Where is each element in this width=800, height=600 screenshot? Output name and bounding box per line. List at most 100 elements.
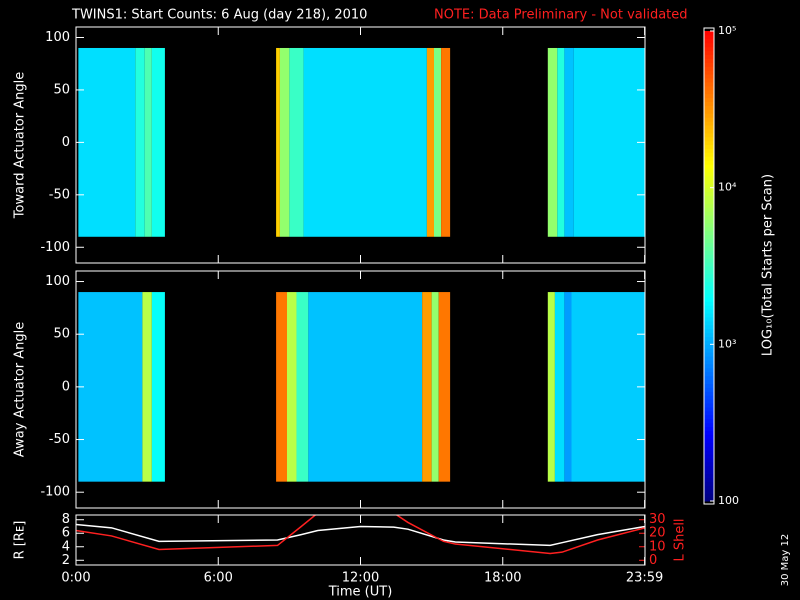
colorbar-swatch (704, 238, 714, 243)
colorbar-swatch (704, 387, 714, 392)
x-tick-label: 0:00 (61, 571, 90, 586)
colorbar-swatch (704, 46, 714, 52)
colorbar-swatch (704, 485, 714, 490)
colorbar-swatch (704, 187, 714, 193)
y-axis-label: Toward Actuator Angle (13, 72, 28, 219)
colorbar-swatch (704, 152, 714, 157)
colorbar-swatch (704, 399, 714, 404)
y2-tick-label: 30 (649, 512, 666, 527)
y-tick-label: -50 (49, 187, 70, 202)
colorbar-swatch (704, 391, 714, 396)
colorbar-swatch (704, 407, 714, 412)
heatmap-strip (438, 292, 451, 482)
note: NOTE: Data Preliminary - Not validated (434, 8, 688, 23)
heatmap-strip (296, 292, 309, 482)
heatmap-strip (303, 47, 427, 237)
heatmap-strip (573, 47, 645, 237)
colorbar-swatch (704, 309, 714, 314)
colorbar-swatch (704, 74, 714, 79)
colorbar-swatch (704, 493, 714, 498)
colorbar-tick-label: 10³ (718, 337, 736, 350)
colorbar-swatch (704, 117, 714, 122)
colorbar-swatch (704, 144, 714, 149)
colorbar-swatch (704, 395, 714, 400)
x-axis-label: Time (UT) (328, 585, 393, 600)
colorbar-swatch (704, 383, 714, 388)
colorbar-swatch (704, 497, 714, 502)
colorbar-swatch (704, 93, 714, 99)
heatmap-strip (422, 292, 432, 482)
colorbar-swatch (704, 175, 714, 181)
colorbar-swatch (704, 234, 714, 240)
y2-tick-label: 10 (649, 539, 666, 554)
heatmap-strip (557, 47, 565, 237)
heatmap-strip (144, 47, 152, 237)
heatmap-strip (441, 47, 451, 237)
colorbar-swatch (704, 360, 714, 365)
colorbar-swatch (704, 78, 714, 83)
y2-tick-label: 20 (649, 526, 666, 541)
colorbar-swatch (704, 128, 714, 134)
colorbar-swatch (704, 38, 714, 44)
x-tick-label: 6:00 (204, 571, 233, 586)
colorbar-swatch (704, 403, 714, 408)
y-tick-label: 8 (62, 512, 70, 527)
heatmap-strip (564, 292, 572, 482)
colorbar-swatch (704, 418, 714, 424)
heatmap-strip (308, 292, 423, 482)
colorbar-swatch (704, 289, 714, 294)
colorbar-swatch (704, 426, 714, 431)
colorbar-swatch (704, 266, 714, 271)
colorbar-swatch (704, 258, 714, 263)
colorbar-swatch (704, 469, 714, 475)
y-tick-label: -100 (40, 485, 70, 500)
heatmap-strip (151, 47, 165, 237)
colorbar-swatch (704, 363, 714, 369)
colorbar-swatch (704, 211, 714, 216)
colorbar-swatch (704, 191, 714, 196)
colorbar-swatch (704, 301, 714, 306)
colorbar-swatch (704, 442, 714, 447)
colorbar-swatch (704, 340, 714, 345)
colorbar-swatch (704, 410, 714, 416)
heatmap-strip (547, 292, 555, 482)
colorbar-swatch (704, 454, 714, 459)
colorbar-swatch (704, 379, 714, 384)
colorbar-swatch (704, 113, 714, 118)
colorbar-swatch (704, 34, 714, 40)
colorbar-swatch (704, 230, 714, 236)
colorbar-swatch (704, 219, 714, 224)
colorbar-swatch (704, 109, 714, 114)
colorbar-swatch (704, 430, 714, 435)
colorbar-swatch (704, 164, 714, 169)
y-tick-label: 6 (62, 526, 70, 541)
colorbar-swatch (704, 316, 714, 322)
y-tick-label: 2 (62, 553, 70, 568)
colorbar-swatch (704, 348, 714, 353)
y-tick-label: 100 (45, 274, 70, 289)
y-tick-label: 50 (53, 327, 70, 342)
heatmap-strip (564, 47, 574, 237)
colorbar-swatch (704, 269, 714, 275)
y-tick-label: 0 (62, 379, 70, 394)
series-line (76, 515, 645, 555)
colorbar-swatch (704, 465, 714, 471)
y-tick-label: -100 (40, 240, 70, 255)
colorbar-swatch (704, 273, 714, 279)
colorbar-swatch (704, 262, 714, 267)
colorbar-swatch (704, 168, 714, 173)
heatmap-strip (571, 292, 645, 482)
colorbar-swatch (704, 62, 714, 67)
colorbar-swatch (704, 305, 714, 310)
colorbar-swatch (704, 414, 714, 420)
colorbar-swatch (704, 477, 714, 482)
colorbar-swatch (704, 66, 714, 71)
colorbar-swatch (704, 81, 714, 87)
colorbar-swatch (704, 352, 714, 357)
colorbar-swatch (704, 446, 714, 451)
y-axis-label: Away Actuator Angle (13, 322, 28, 457)
colorbar-swatch (704, 277, 714, 283)
colorbar-swatch (704, 242, 714, 247)
